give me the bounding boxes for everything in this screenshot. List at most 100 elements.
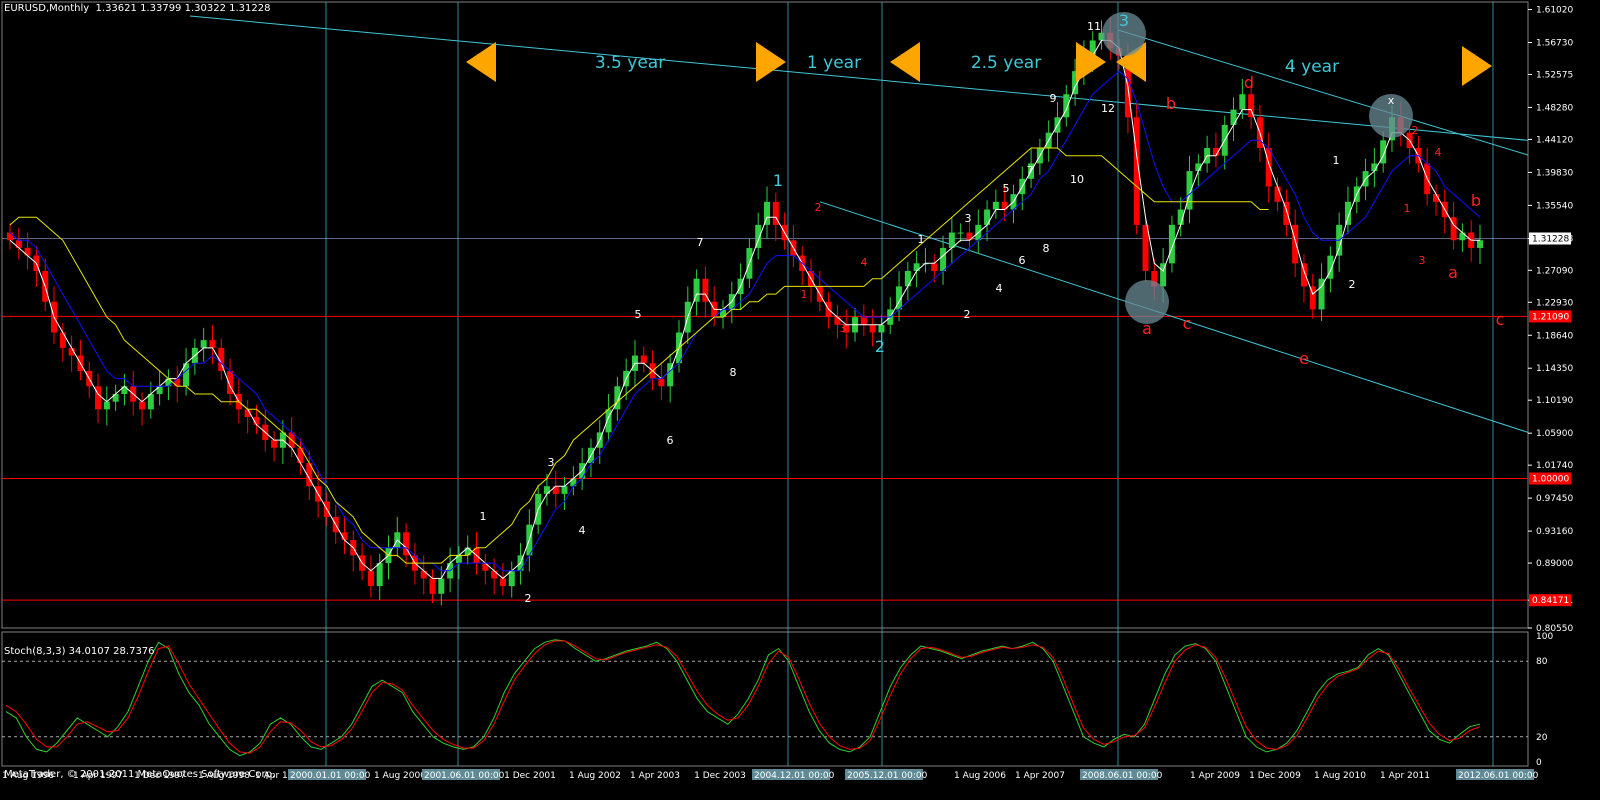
- wave-label: 10: [1070, 173, 1084, 186]
- candle-body: [702, 278, 709, 302]
- candle-body: [147, 393, 154, 410]
- time-marker-box: [752, 769, 830, 780]
- stoch-y-tick-label: 100: [1536, 632, 1553, 642]
- arrow-left-icon: [1116, 42, 1146, 82]
- y-tick-label: 1.05900: [1536, 429, 1573, 439]
- candle-body: [1072, 71, 1079, 95]
- candle-body: [1195, 163, 1202, 172]
- stoch-signal-line: [5, 640, 1481, 754]
- candle-body: [508, 570, 515, 587]
- candle-body: [614, 386, 621, 410]
- span-label: 4 year: [1285, 57, 1339, 77]
- wave-label: c: [1496, 310, 1505, 329]
- wave-label: 4: [861, 256, 868, 269]
- wave-label: 8: [1043, 242, 1050, 255]
- candle-body: [1177, 209, 1184, 225]
- candle-body: [1212, 148, 1219, 156]
- candle-body: [156, 386, 163, 394]
- candle-body: [1142, 224, 1149, 271]
- wave-label: 3: [1419, 254, 1426, 267]
- channel-top-line: [1117, 29, 1529, 156]
- wave-label: 4: [996, 282, 1003, 295]
- x-tick-label: 1 Apr 1999: [255, 771, 305, 781]
- arrow-right-icon: [1462, 46, 1492, 86]
- candle-body: [552, 486, 559, 494]
- candle-body: [1371, 163, 1378, 172]
- wave-label: b: [1166, 94, 1176, 113]
- candle-body: [244, 409, 251, 418]
- candle-body: [297, 447, 304, 464]
- y-tick-label: 0.93160: [1536, 527, 1573, 537]
- candle-body: [1160, 263, 1167, 287]
- wave-label: c: [1183, 314, 1192, 333]
- candle-body: [764, 201, 771, 225]
- candle-body: [904, 270, 911, 287]
- y-tick-label: 1.14350: [1536, 364, 1573, 374]
- x-tick-label: 1 Aug 1996: [2, 771, 54, 781]
- candle-body: [1186, 171, 1193, 210]
- stoch-y-tick-label: 80: [1536, 657, 1548, 667]
- candle-body: [1239, 94, 1246, 110]
- candle-body: [341, 532, 348, 540]
- candle-body: [59, 332, 66, 348]
- candle-body: [209, 340, 216, 348]
- candle-body: [253, 417, 260, 425]
- chart-ohlc: 1.33621 1.33799 1.30322 1.31228: [95, 3, 271, 14]
- x-tick-label: 1 Apr 2009: [1190, 771, 1240, 781]
- stoch-main-line: [5, 639, 1481, 757]
- candle-body: [966, 232, 973, 241]
- candle-body: [931, 263, 938, 271]
- candle-body: [112, 393, 119, 402]
- span-label: 3.5 year: [595, 53, 665, 73]
- level-price-box: [1529, 594, 1571, 607]
- candle-body: [24, 247, 31, 256]
- candle-body: [121, 386, 128, 394]
- time-marker-label: 2004.12.01 00:00: [754, 771, 835, 781]
- time-marker-box: [845, 769, 923, 780]
- candle-body: [561, 486, 568, 494]
- wave-label: 6: [1019, 254, 1026, 267]
- candle-body: [429, 578, 436, 594]
- arrow-right-icon: [756, 42, 786, 82]
- candle-body: [896, 286, 903, 310]
- candle-body: [1477, 240, 1483, 248]
- x-tick-label: 1 Apr 2011: [1380, 771, 1430, 781]
- wave-label: 2: [1412, 124, 1419, 137]
- wave-label: 5: [635, 308, 642, 321]
- arrow-left-icon: [466, 42, 496, 82]
- x-tick-label: 1 Dec 2009: [1249, 771, 1301, 781]
- copyright-text: MetaTrader, © 2001-2011 MetaQuotes Softw…: [4, 769, 276, 780]
- candle-body: [1151, 270, 1158, 287]
- candle-body: [869, 324, 876, 333]
- candle-body: [1089, 40, 1096, 56]
- main-panel-frame: [1, 1, 1529, 629]
- wave-label: 1: [918, 233, 925, 246]
- time-marker-box: [1080, 769, 1158, 780]
- stoch-y-tick-label: 20: [1536, 733, 1548, 743]
- stoch-panel-frame: [1, 631, 1529, 767]
- wave-label: 1: [773, 171, 783, 190]
- candle-body: [1248, 94, 1255, 118]
- candle-body: [1133, 117, 1140, 225]
- level-price-box: [1529, 310, 1571, 323]
- wave-label: a: [1142, 319, 1152, 338]
- candle-body: [1292, 224, 1299, 264]
- candle-body: [376, 563, 383, 587]
- candle-body: [306, 463, 313, 487]
- wave-label: 1: [480, 510, 487, 523]
- time-marker-label: 2012.06.01 00:00: [1458, 771, 1539, 781]
- wave-label: b: [1471, 191, 1481, 210]
- wave-label: 1: [1404, 202, 1411, 215]
- y-tick-label: 1.56730: [1536, 39, 1573, 49]
- span-label: 2.5 year: [971, 53, 1041, 73]
- channel-upper-line: [189, 15, 1529, 141]
- candle-body: [755, 224, 762, 248]
- candle-body: [271, 440, 278, 448]
- ma-fast-line: [9, 39, 1480, 580]
- candle-body: [403, 532, 410, 556]
- time-marker-box: [422, 769, 500, 780]
- y-tick-label: 1.61020: [1536, 6, 1573, 16]
- time-marker-label: 2008.06.01 00:00: [1082, 771, 1163, 781]
